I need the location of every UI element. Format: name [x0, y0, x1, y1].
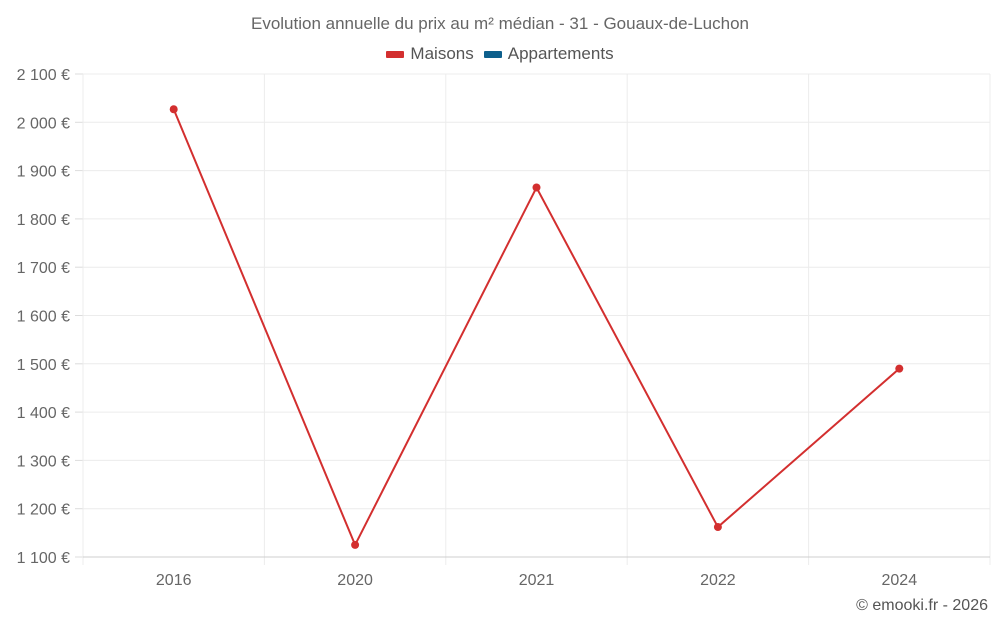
- legend-label-appartements: Appartements: [507, 44, 614, 63]
- data-point: [169, 105, 178, 114]
- y-tick-label: 1 700 €: [17, 260, 70, 277]
- credit-text: © emooki.fr - 2026: [856, 597, 988, 614]
- y-tick-label: 1 200 €: [17, 502, 70, 519]
- y-tick-label: 2 100 €: [17, 67, 70, 84]
- legend-item-maisons[interactable]: Maisons: [386, 44, 474, 64]
- y-tick-label: 1 500 €: [17, 357, 70, 374]
- x-tick-label: 2020: [337, 572, 373, 589]
- legend-label-maisons: Maisons: [410, 44, 474, 63]
- y-tick-label: 1 800 €: [17, 212, 70, 229]
- chart-legend: Maisons Appartements: [0, 44, 1000, 64]
- x-tick-label: 2022: [700, 572, 736, 589]
- legend-swatch-appartements: [483, 50, 502, 58]
- legend-item-appartements[interactable]: Appartements: [483, 44, 614, 64]
- y-tick-label: 1 100 €: [17, 550, 70, 567]
- x-tick-label: 2024: [882, 572, 918, 589]
- x-tick-label: 2016: [156, 572, 192, 589]
- series-line-maisons: [172, 108, 900, 548]
- legend-swatch-maisons: [386, 50, 405, 58]
- data-point: [895, 364, 904, 373]
- y-tick-label: 2 000 €: [17, 115, 70, 132]
- y-tick-label: 1 600 €: [17, 309, 70, 326]
- data-point: [351, 540, 360, 549]
- y-tick-label: 1 400 €: [17, 405, 70, 422]
- y-tick-label: 1 300 €: [17, 453, 70, 470]
- y-tick-label: 1 900 €: [17, 164, 70, 181]
- chart-title: Evolution annuelle du prix au m² médian …: [250, 14, 749, 33]
- data-point: [713, 523, 722, 532]
- x-tick-label: 2021: [519, 572, 555, 589]
- data-point: [532, 183, 541, 192]
